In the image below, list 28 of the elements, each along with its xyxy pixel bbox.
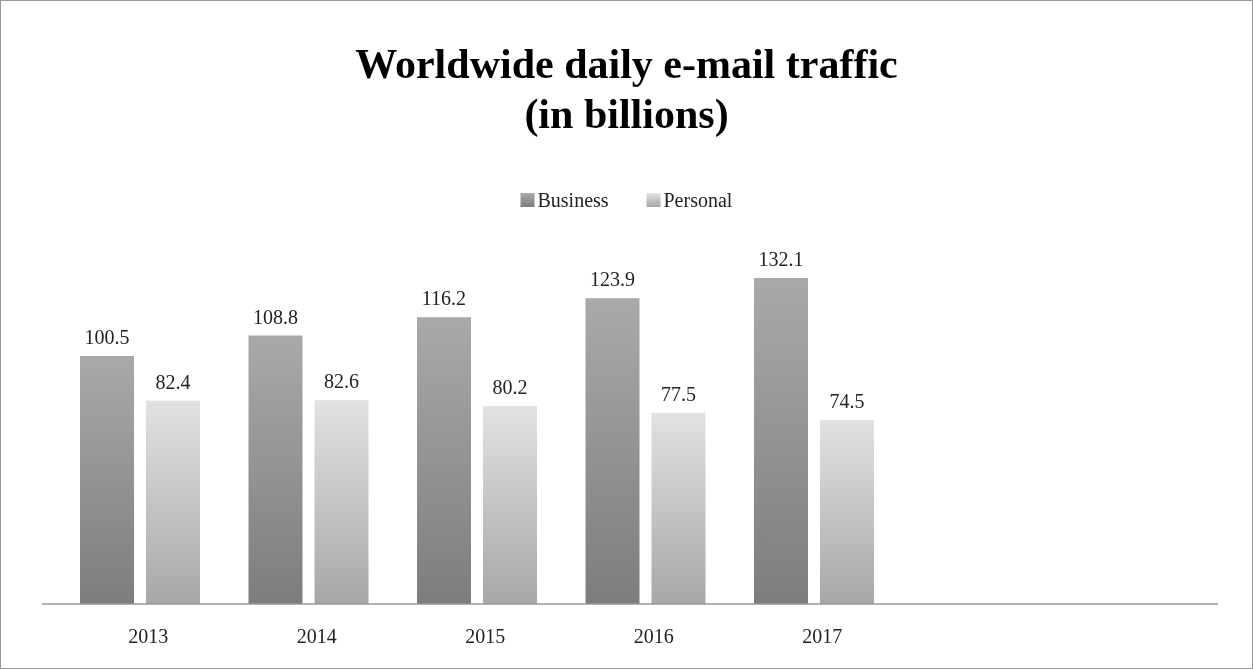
x-tick-label: 2013: [128, 625, 169, 647]
bar: [314, 400, 369, 604]
data-label: 100.5: [84, 325, 130, 348]
bar: [80, 355, 134, 604]
data-label: 82.4: [155, 370, 191, 393]
data-label: 74.5: [829, 390, 865, 413]
x-tick-label: 2015: [465, 625, 506, 647]
bar: [585, 298, 640, 604]
chart-title: Worldwide daily e-mail traffic (in billions): [355, 41, 898, 138]
bar: [248, 335, 303, 604]
legend-label: Personal: [663, 189, 733, 211]
data-label: 77.5: [661, 382, 696, 405]
x-tick-label: 2014: [296, 625, 337, 647]
data-label: 123.9: [590, 268, 635, 291]
bar: [146, 400, 200, 604]
data-label: 132.1: [758, 248, 804, 270]
data-label: 108.8: [253, 305, 298, 328]
bar: [417, 317, 471, 604]
bar: [820, 420, 874, 604]
x-tick-label: 2017: [802, 625, 843, 647]
bar: [483, 406, 537, 604]
x-tick-label: 2016: [633, 625, 674, 647]
data-label: 80.2: [492, 376, 528, 399]
bar: [651, 412, 706, 604]
data-label: 82.6: [324, 370, 359, 393]
legend-label: Business: [537, 189, 609, 211]
bar: [754, 278, 808, 604]
data-label: 116.2: [421, 287, 467, 310]
